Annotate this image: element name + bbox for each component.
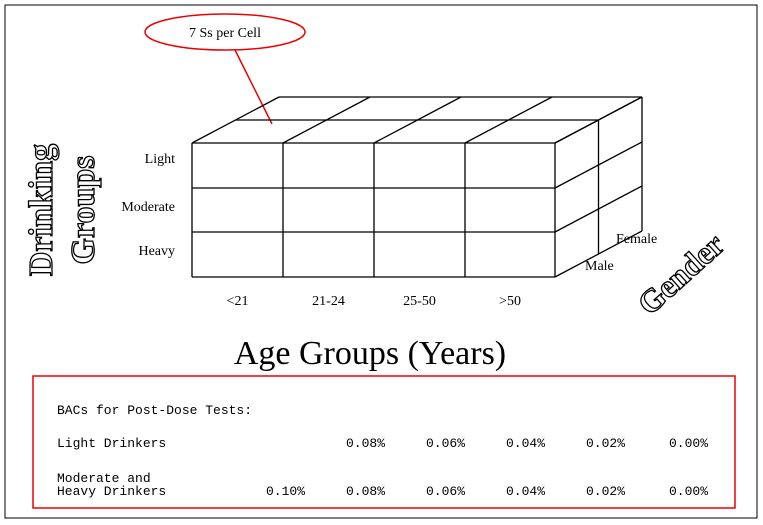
table-row-label: Light Drinkers	[57, 436, 166, 451]
table-cell: 0.04%	[506, 484, 545, 499]
column-label: 25-50	[403, 294, 436, 309]
row-label: Heavy	[138, 244, 175, 259]
table-heading: BACs for Post-Dose Tests:	[57, 403, 252, 418]
depth-label: Male	[585, 259, 614, 274]
table-row-label: Heavy Drinkers	[57, 484, 166, 499]
column-label: >50	[499, 294, 521, 309]
frame	[4, 4, 758, 519]
row-axis-title: Groups	[65, 156, 102, 265]
row-axis-title: Drinking	[23, 144, 60, 276]
table-cell: 0.06%	[426, 484, 465, 499]
table-cell: 0.00%	[669, 484, 708, 499]
column-label: 21-24	[312, 294, 345, 309]
table-cell: 0.00%	[669, 436, 708, 451]
table-box	[32, 375, 736, 509]
table-cell: 0.02%	[586, 484, 625, 499]
callout-pointer	[234, 49, 273, 125]
cube	[191, 96, 643, 278]
table-cell: 0.04%	[506, 436, 545, 451]
row-label: Moderate	[121, 200, 175, 215]
table-cell: 0.10%	[266, 484, 305, 499]
table-cell: 0.08%	[346, 484, 385, 499]
table-cell: 0.08%	[346, 436, 385, 451]
callout-ellipse	[144, 13, 306, 51]
depth-label: Female	[616, 232, 657, 247]
row-label: Light	[145, 152, 175, 167]
table-cell: 0.02%	[586, 436, 625, 451]
table-row-label: Moderate and	[57, 471, 151, 486]
labels: Light Moderate Heavy <21 21-24 25-50 >50 Age Gr…	[22, 143, 731, 499]
column-axis-title: Age Groups (Years)	[234, 335, 506, 372]
table-cell: 0.06%	[426, 436, 465, 451]
callout-text: 7 Ss per Cell	[189, 26, 261, 41]
column-label: <21	[227, 294, 249, 309]
